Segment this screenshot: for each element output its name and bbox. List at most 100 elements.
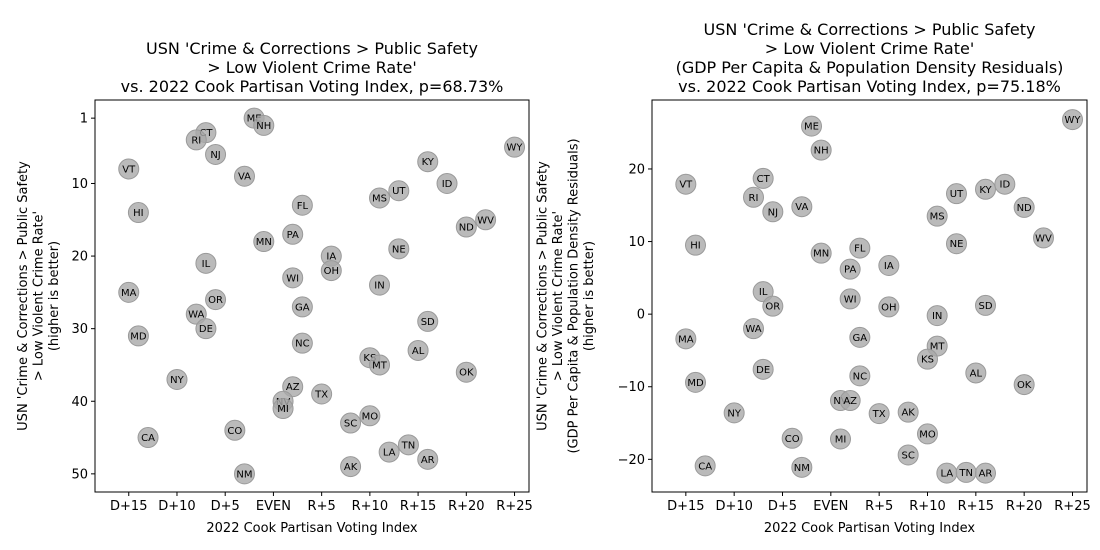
point-label: WY: [507, 143, 524, 154]
x-tick-label: D+10: [715, 499, 752, 514]
y-tick-label: 10: [71, 177, 88, 192]
data-point-in: [369, 274, 391, 296]
plot-frame: [651, 99, 1088, 493]
point-label: IN: [374, 281, 384, 292]
y-axis-label-line: USN 'Crime & Corrections > Public Safety: [536, 161, 551, 431]
data-point-il: [752, 281, 774, 303]
data-point-wa: [185, 303, 207, 325]
left-chart: USN 'Crime & Corrections > Public Safety…: [16, 39, 533, 536]
data-point-ut: [946, 183, 967, 205]
data-point-al: [965, 362, 987, 384]
point-label: WA: [745, 324, 761, 335]
data-point-ca: [694, 455, 716, 477]
data-point-hi: [685, 234, 706, 256]
data-point-mn: [253, 231, 275, 253]
point-label: GA: [295, 302, 310, 313]
point-label: DE: [756, 365, 770, 376]
data-point-wy: [504, 136, 526, 158]
data-point-ne: [388, 238, 410, 260]
data-point-il: [195, 252, 217, 274]
point-label: MD: [687, 378, 704, 389]
point-label: WV: [1035, 233, 1052, 244]
point-label: MT: [372, 360, 388, 371]
data-point-de: [752, 358, 774, 380]
data-point-fl: [291, 194, 313, 216]
data-point-in: [926, 305, 948, 327]
x-axis-label: 2022 Cook Partisan Voting Index: [764, 521, 976, 536]
y-axis-label-line: USN 'Crime & Corrections > Public Safety: [16, 161, 31, 431]
point-label: AK: [344, 462, 358, 473]
point-label: NC: [853, 371, 867, 382]
point-label: WY: [1065, 115, 1082, 126]
data-point-va: [233, 165, 255, 187]
point-label: CO: [785, 434, 800, 445]
y-axis-label-line: > Low Violent Crime Rate': [551, 211, 566, 381]
point-label: AR: [421, 455, 435, 466]
data-point-ca: [137, 427, 159, 449]
point-label: OK: [1017, 380, 1032, 391]
data-point-ny: [166, 368, 188, 390]
data-point-ak: [340, 456, 362, 478]
point-label: NC: [295, 339, 309, 350]
x-tick-label: D+15: [110, 499, 147, 514]
point-label: WV: [477, 215, 494, 226]
point-label: NJ: [768, 207, 778, 218]
data-point-md: [685, 371, 706, 393]
chart-title-line: vs. 2022 Cook Partisan Voting Index, p=7…: [678, 77, 1061, 96]
point-label: NY: [170, 375, 184, 386]
point-label: ID: [1000, 180, 1011, 191]
data-point-vt: [118, 158, 140, 180]
point-label: KS: [363, 353, 376, 364]
data-point-ar: [975, 462, 996, 484]
data-point-ne: [946, 233, 967, 255]
x-tick-label: D+10: [158, 499, 195, 514]
data-point-sd: [417, 310, 439, 332]
point-label: HI: [133, 208, 143, 219]
data-point-ri: [185, 129, 207, 151]
point-label: NM: [794, 463, 810, 474]
data-point-md: [127, 325, 149, 347]
data-point-ga: [849, 326, 871, 348]
data-point-co: [224, 419, 246, 441]
point-label: SC: [901, 450, 914, 461]
x-tick-label: R+5: [308, 499, 336, 514]
data-point-al: [407, 339, 429, 361]
point-label: MI: [835, 435, 847, 446]
point-label: CA: [698, 461, 712, 472]
point-label: ID: [442, 179, 453, 190]
point-label: ME: [247, 114, 262, 125]
data-point-nm: [233, 463, 255, 485]
y-tick-label: 0: [637, 308, 645, 323]
point-label: KY: [422, 157, 435, 168]
data-point-sc: [897, 444, 919, 466]
data-point-or: [205, 289, 227, 311]
point-label: AZ: [843, 396, 857, 407]
data-point-nc: [849, 365, 871, 387]
data-point-wy: [1062, 109, 1083, 131]
point-label: OH: [881, 302, 896, 313]
y-axis-label-line: (higher is better): [582, 241, 597, 351]
y-tick-label: 30: [71, 322, 88, 337]
point-label: PA: [844, 265, 856, 276]
y-axis-label-line: (GDP Per Capita & Population Density Res…: [567, 138, 582, 453]
data-point-nm: [791, 456, 813, 478]
point-label: ME: [804, 122, 819, 133]
point-label: NH: [256, 121, 271, 132]
data-point-nj: [205, 143, 227, 165]
point-label: VT: [122, 164, 136, 175]
point-label: NY: [727, 408, 741, 419]
data-point-tx: [868, 403, 890, 425]
x-tick-label: R+15: [958, 499, 994, 514]
chart-title-line: vs. 2022 Cook Partisan Voting Index, p=6…: [121, 77, 504, 96]
x-tick-label: R+25: [496, 499, 532, 514]
point-label: MI: [277, 404, 289, 415]
point-label: TX: [872, 409, 886, 420]
point-label: OH: [324, 266, 339, 277]
point-label: MO: [362, 411, 379, 422]
data-point-tx: [311, 383, 333, 405]
data-point-ia: [878, 255, 900, 277]
point-label: MS: [930, 212, 945, 223]
point-label: LA: [941, 469, 954, 480]
point-label: MO: [919, 429, 936, 440]
x-tick-label: R+15: [400, 499, 436, 514]
